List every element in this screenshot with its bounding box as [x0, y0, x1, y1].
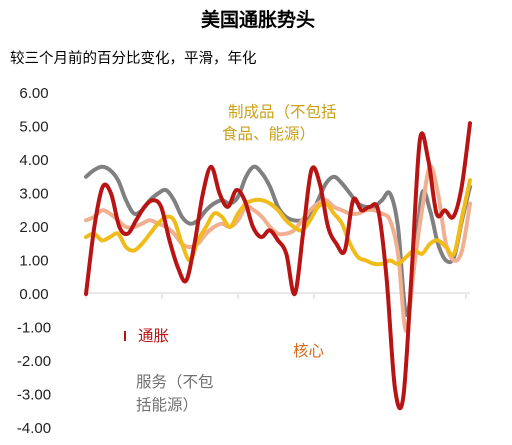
y-tick-label: 6.00: [19, 85, 48, 102]
y-tick-label: -4.00: [17, 420, 51, 437]
series-line-goods: [84, 178, 472, 267]
series-line-core: [84, 164, 472, 333]
y-tick-label: 1.00: [19, 253, 48, 270]
y-tick-label: 3.00: [19, 186, 48, 203]
y-tick-label: 2.00: [19, 219, 48, 236]
y-tick-label: -3.00: [17, 387, 51, 404]
y-axis-ticks: 6.00 5.00 4.00 3.00 2.00 1.00 0.00 -1.00 -2.00 -3…: [17, 85, 51, 437]
label-goods-line1: 制成品（不包括: [228, 103, 337, 121]
label-services-line1: 服务（不包: [136, 373, 214, 391]
label-goods: 制成品（不包括 食品、能源）: [222, 103, 337, 143]
label-headline: 通胀: [138, 327, 169, 345]
y-tick-label: -2.00: [17, 353, 51, 370]
series-lines: [84, 121, 472, 411]
y-tick-label: 0.00: [19, 286, 48, 303]
series-line-headline: [84, 121, 472, 411]
chart-title: 美国通胀势头: [201, 8, 315, 31]
label-core: 核心: [293, 342, 324, 360]
y-tick-label: 5.00: [19, 119, 48, 136]
y-tick-label: 4.00: [19, 152, 48, 169]
y-tick-label: -1.00: [17, 320, 51, 337]
label-goods-line2: 食品、能源）: [222, 125, 315, 143]
label-services-line2: 括能源）: [136, 396, 198, 414]
chart-subtitle: 较三个月前的百分比变化，平滑，年化: [10, 49, 257, 67]
label-services: 服务（不包 括能源）: [136, 373, 214, 414]
